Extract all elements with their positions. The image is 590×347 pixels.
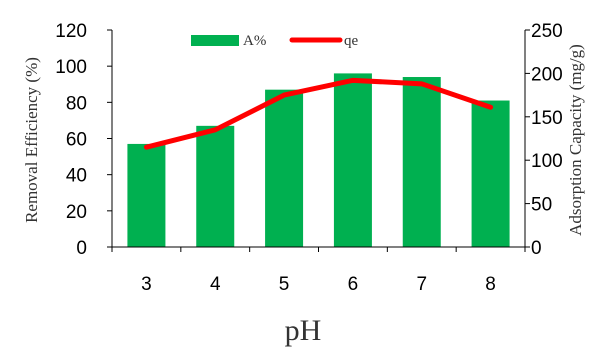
right-tick-label-50: 50: [531, 195, 552, 216]
bar-3: [127, 143, 166, 247]
x-tick-label-4: 4: [210, 274, 221, 295]
qe-series-line: [143, 77, 494, 150]
bar-6: [333, 73, 372, 248]
left-tick-label-120: 120: [55, 21, 87, 42]
bar-7: [402, 77, 441, 248]
left-axis-label: Removal Efficiency (%): [22, 57, 41, 223]
right-tick-label-150: 150: [531, 108, 563, 129]
legend-bar-label: A%: [243, 33, 266, 49]
x-ticks: 3 4 5 6 7 8: [111, 247, 526, 295]
x-tick-label-5: 5: [279, 274, 290, 295]
right-ticks: 0 50 100 150 200 250: [525, 21, 563, 259]
legend-bar-swatch: [191, 35, 239, 46]
right-tick-label-200: 200: [531, 64, 563, 85]
right-tick-label-100: 100: [531, 151, 563, 172]
right-tick-label-0: 0: [531, 238, 542, 259]
right-axis-label: Adsorption Capacity (mg/g): [566, 44, 585, 236]
x-tick-label-7: 7: [416, 274, 427, 295]
left-tick-label-40: 40: [66, 166, 87, 187]
x-tick-label-3: 3: [141, 274, 152, 295]
right-tick-label-250: 250: [531, 21, 563, 42]
bar-5: [265, 89, 304, 247]
x-tick-label-8: 8: [485, 274, 496, 295]
bar-4: [196, 125, 235, 247]
x-axis-label: pH: [285, 314, 322, 347]
legend: A% qe: [191, 33, 359, 49]
left-tick-label-80: 80: [66, 93, 87, 114]
left-tick-label-100: 100: [55, 57, 87, 78]
bars-group: [127, 73, 510, 248]
x-tick-label-6: 6: [348, 274, 359, 295]
bar-8: [471, 100, 510, 248]
left-tick-label-20: 20: [66, 202, 87, 223]
left-tick-label-0: 0: [76, 238, 87, 259]
left-tick-label-60: 60: [66, 130, 87, 151]
legend-line-label: qe: [344, 33, 359, 49]
left-ticks: 0 20 40 60 80 100 120: [55, 21, 112, 259]
